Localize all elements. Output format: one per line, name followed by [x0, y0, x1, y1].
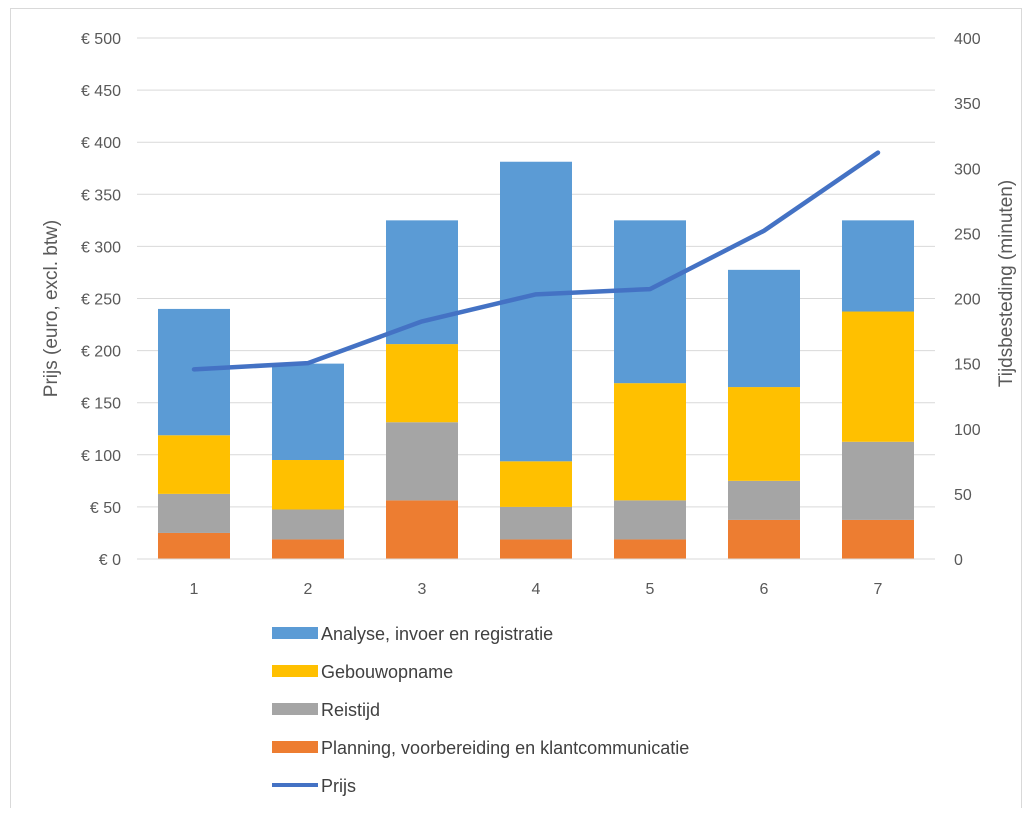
bar-segment-planning	[272, 539, 344, 559]
bar-segment-reistijd	[614, 500, 686, 540]
y-tick-label: € 450	[81, 83, 121, 100]
bar-segment-planning	[500, 539, 572, 559]
legend-swatch	[272, 703, 318, 715]
chart-frame	[10, 8, 1022, 808]
legend-swatch	[272, 665, 318, 677]
y2-tick-label: 200	[954, 292, 981, 309]
bar-segment-analyse	[614, 220, 686, 384]
y2-tick-label: 100	[954, 422, 981, 439]
y2-tick-label: 0	[954, 552, 963, 569]
bar-segment-gebouwopname	[842, 311, 914, 442]
price-line	[191, 150, 881, 372]
legend-swatch	[272, 627, 318, 639]
y-axis-title: Prijs (euro, excl. btw)	[41, 220, 62, 397]
y-tick-label: € 150	[81, 396, 121, 413]
y-tick-label: € 50	[90, 500, 121, 517]
bar-segment-planning	[158, 532, 230, 559]
y2-tick-label: 150	[954, 357, 981, 374]
x-tick-label: 6	[760, 581, 769, 598]
x-tick-label: 5	[646, 581, 655, 598]
bar-segment-reistijd	[500, 506, 572, 540]
y2-tick-label: 250	[954, 226, 981, 243]
bar-segment-reistijd	[158, 493, 230, 533]
legend-label: Planning, voorbereiding en klantcommunic…	[321, 738, 689, 758]
y-tick-label: € 300	[81, 239, 121, 256]
y2-tick-label: 350	[954, 96, 981, 113]
y-tick-label: € 400	[81, 135, 121, 152]
legend-label: Reistijd	[321, 700, 380, 720]
bar-segment-analyse	[842, 220, 914, 312]
bar-segment-analyse	[386, 220, 458, 345]
bar-segment-reistijd	[386, 422, 458, 501]
bar-segment-reistijd	[272, 509, 344, 540]
y-tick-label: € 100	[81, 448, 121, 465]
bar-segment-gebouwopname	[614, 383, 686, 501]
y-tick-label: € 500	[81, 31, 121, 48]
bar-segment-gebouwopname	[500, 461, 572, 507]
y2-tick-label: 400	[954, 31, 981, 48]
legend-label: Analyse, invoer en registratie	[321, 624, 553, 644]
y2-tick-label: 300	[954, 161, 981, 178]
x-tick-label: 4	[532, 581, 541, 598]
bar-segment-gebouwopname	[272, 460, 344, 510]
bar-segment-gebouwopname	[158, 435, 230, 494]
bar-segment-planning	[386, 500, 458, 559]
x-tick-label: 7	[874, 581, 883, 598]
bar-segment-planning	[842, 519, 914, 559]
legend-label: Prijs	[321, 776, 356, 796]
bar-segment-reistijd	[728, 480, 800, 520]
x-tick-label: 3	[418, 581, 427, 598]
bar-segment-analyse	[158, 308, 230, 436]
bar-segment-reistijd	[842, 441, 914, 520]
bar-segment-gebouwopname	[386, 344, 458, 423]
bar-segment-planning	[614, 539, 686, 559]
y-tick-label: € 200	[81, 344, 121, 361]
y2-tick-label: 50	[954, 487, 972, 504]
legend-label: Gebouwopname	[321, 662, 453, 682]
bar-segment-analyse	[272, 363, 344, 461]
x-tick-label: 1	[190, 581, 199, 598]
bar-segment-analyse	[500, 161, 572, 462]
y2-axis-title: Tijdsbesteding (minuten)	[996, 180, 1017, 387]
bar-segment-gebouwopname	[728, 387, 800, 481]
bar-segment-analyse	[728, 269, 800, 388]
legend-swatch	[272, 741, 318, 753]
y-tick-label: € 250	[81, 292, 121, 309]
y-tick-label: € 0	[99, 552, 121, 569]
bar-segment-planning	[728, 519, 800, 559]
y-tick-label: € 350	[81, 187, 121, 204]
x-tick-label: 2	[304, 581, 313, 598]
